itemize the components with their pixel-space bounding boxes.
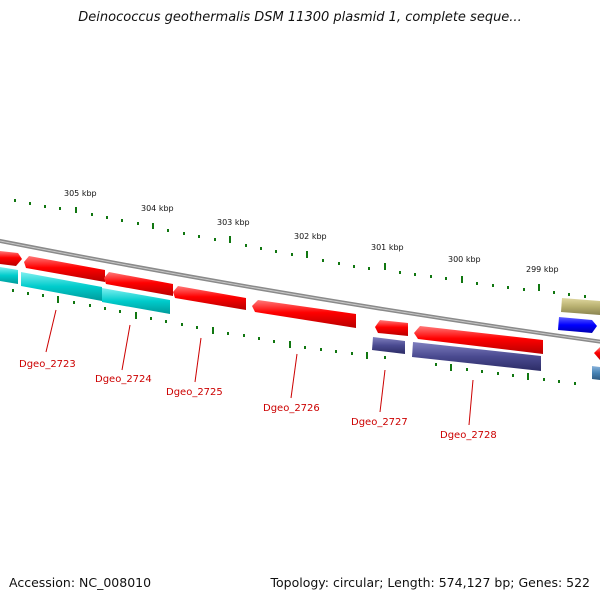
- cog-box-blue[interactable]: [558, 317, 597, 333]
- gene-label[interactable]: Dgeo_2728: [440, 430, 497, 441]
- cog-box-cyan[interactable]: [102, 288, 170, 314]
- cog-box-purple[interactable]: [412, 342, 541, 371]
- scale-label-303: 303 kbp: [217, 218, 250, 227]
- cog-box-olive[interactable]: [561, 298, 600, 315]
- scale-label-305: 305 kbp: [64, 189, 97, 198]
- cog-box-purple[interactable]: [372, 337, 405, 354]
- gene-arrow[interactable]: [0, 251, 22, 266]
- gene-label[interactable]: Dgeo_2725: [166, 387, 223, 398]
- gene-arrow[interactable]: [173, 286, 246, 310]
- gene-label[interactable]: Dgeo_2726: [263, 403, 320, 414]
- cog-boxes: [0, 267, 600, 380]
- forward-genes: [0, 251, 600, 360]
- gene-arrow[interactable]: [104, 272, 173, 296]
- gene-label[interactable]: Dgeo_2724: [95, 374, 152, 385]
- cog-box-steel[interactable]: [592, 366, 600, 380]
- gene-arrow[interactable]: [594, 347, 600, 360]
- gene-arrow[interactable]: [24, 256, 105, 282]
- scale-label-301: 301 kbp: [371, 243, 404, 252]
- scale-label-299: 299 kbp: [526, 265, 559, 274]
- cog-box-cyan[interactable]: [21, 272, 102, 301]
- genome-summary: Topology: circular; Length: 574,127 bp; …: [270, 575, 591, 590]
- label-leaders: [45, 309, 474, 426]
- gene-label[interactable]: Dgeo_2727: [351, 417, 408, 428]
- scale-label-302: 302 kbp: [294, 232, 327, 241]
- outer-scale-ticks: [14, 199, 586, 298]
- scale-label-300: 300 kbp: [448, 255, 481, 264]
- scale-label-304: 304 kbp: [141, 204, 174, 213]
- cog-box-cyan[interactable]: [0, 267, 18, 284]
- gene-arrow[interactable]: [375, 320, 408, 336]
- gene-arrow[interactable]: [252, 300, 356, 328]
- gene-arrow[interactable]: [414, 326, 543, 354]
- accession-label: Accession: NC_008010: [9, 575, 152, 590]
- inner-scale-ticks: [12, 289, 576, 385]
- page-title: Deinococcus geothermalis DSM 11300 plasm…: [78, 10, 522, 25]
- gene-label[interactable]: Dgeo_2723: [19, 359, 76, 370]
